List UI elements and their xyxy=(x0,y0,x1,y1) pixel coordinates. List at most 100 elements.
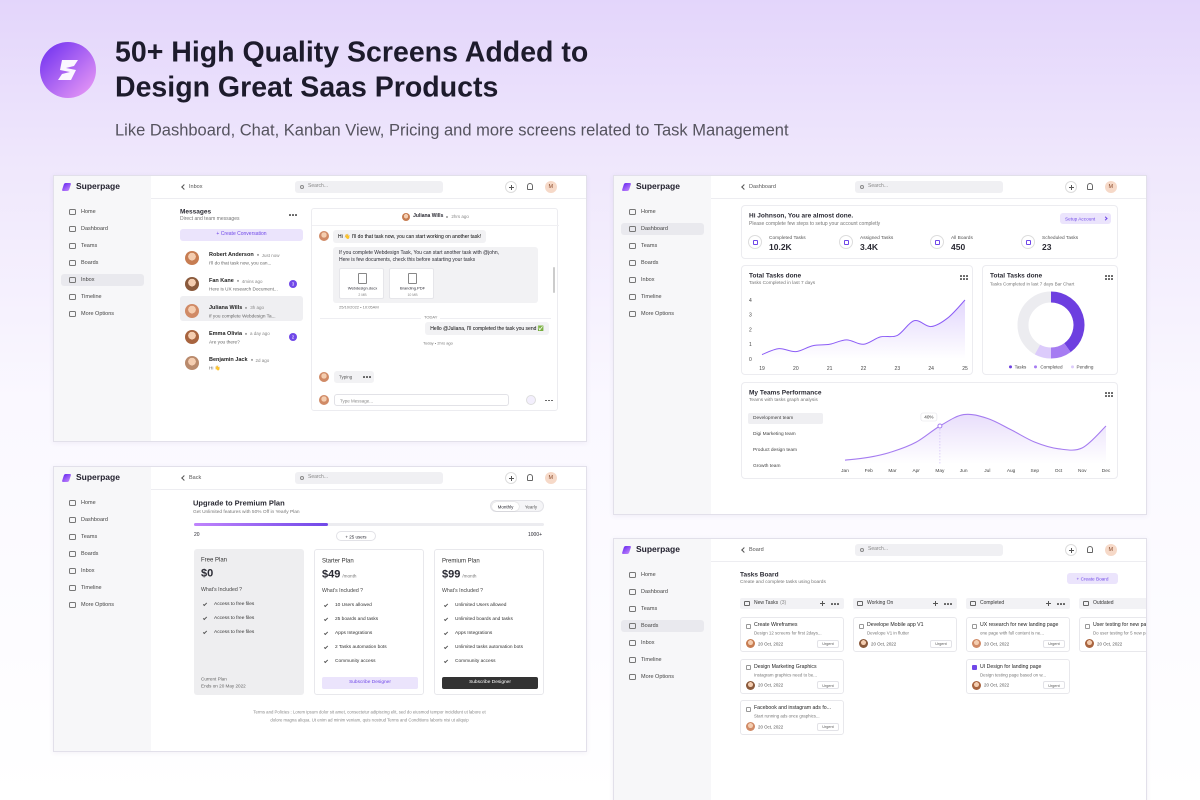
donut-legend: Tasks Completed Pending xyxy=(983,364,1119,369)
plan-period: /month xyxy=(342,573,357,579)
brand-name: Superpage xyxy=(636,544,680,555)
typing-label: Typing xyxy=(339,374,353,380)
team-name: Product design team xyxy=(753,447,797,453)
create-conversation-label: + Create Conversation xyxy=(216,231,267,238)
stat-icon xyxy=(839,235,853,249)
avatar xyxy=(185,303,199,318)
conversation-preview: Hi 👋 xyxy=(209,365,221,371)
conversation-time: 3h ago xyxy=(250,305,265,310)
legend-label: Completed xyxy=(1040,364,1063,370)
plan-name: Starter Plan xyxy=(322,558,354,565)
task-date: 20 Oct, 2022 xyxy=(1097,640,1123,646)
nav-icon xyxy=(629,243,636,249)
more-dot xyxy=(548,399,550,402)
data-point xyxy=(937,423,943,429)
nav-icon xyxy=(69,585,76,591)
nav-item: More Options xyxy=(81,601,115,608)
plus-icon xyxy=(822,601,823,606)
plan-feature: Unlimited tasks automation bots xyxy=(455,645,523,651)
x-tick-label: Nov xyxy=(1078,468,1087,474)
conversation-name: Emma Olivia xyxy=(209,330,243,337)
included-title: What's Included ? xyxy=(322,588,364,595)
nav-item: More Options xyxy=(641,673,675,680)
nav-icon xyxy=(69,602,76,608)
y-tick-label: 0 xyxy=(749,357,752,363)
plan-price-value: $99 xyxy=(442,568,461,581)
subscribe-button: Subscribe Designer xyxy=(322,677,418,689)
avatar xyxy=(319,372,329,382)
hero-title: Design Great Saas Products xyxy=(115,71,499,104)
slider-value: + 25 users xyxy=(336,531,376,541)
setup-button: Setup Account xyxy=(1060,213,1111,224)
nav-item: Home xyxy=(641,571,656,578)
task-card: Facebook and instagram ads fo... Start ru… xyxy=(740,700,844,735)
task-checkbox xyxy=(1085,623,1090,629)
nav-item: Inbox xyxy=(641,639,655,646)
nav-icon xyxy=(629,589,636,595)
task-tag: Urgent xyxy=(1043,681,1065,689)
stat-value: 450 xyxy=(951,242,966,253)
file-card: Webdesign.docx 2 MB xyxy=(339,268,384,299)
legend-swatch xyxy=(1034,365,1038,369)
nav-item: Inbox xyxy=(81,276,95,283)
more-dot xyxy=(369,376,371,378)
card: Hi Johnson, You are almost done. Please c… xyxy=(741,205,1118,259)
nav-icon xyxy=(629,623,636,629)
conversation-selected xyxy=(180,295,303,321)
nav-item: Home xyxy=(81,499,96,506)
legend-swatch xyxy=(1070,365,1074,369)
task-date: 20 Oct, 2022 xyxy=(758,723,784,729)
search-placeholder: Search... xyxy=(868,546,889,553)
nav-icon xyxy=(69,209,76,215)
nav-item: Inbox xyxy=(641,276,655,283)
x-tick-label: 19 xyxy=(759,366,765,372)
value-label-box xyxy=(920,412,938,422)
separator-dot xyxy=(256,254,259,256)
subscribe-label: Subscribe Designer xyxy=(349,680,391,686)
file-card: Branding.PDF 10 MB xyxy=(389,268,434,299)
add-button xyxy=(1065,544,1077,556)
create-board: + Create Board xyxy=(1067,573,1118,584)
check-icon xyxy=(323,658,329,663)
x-tick-label: Apr xyxy=(912,468,920,474)
avatar xyxy=(185,251,199,265)
x-tick-label: May xyxy=(935,468,945,474)
file-name: Webdesign.docx xyxy=(347,285,378,291)
nav-icon xyxy=(629,606,636,612)
plan-feature: Access to free files xyxy=(214,630,255,636)
avatar xyxy=(185,277,199,292)
task-title: UI Design for landing page xyxy=(980,663,1042,670)
plan-name: Premium Plan xyxy=(442,558,480,565)
x-tick-label: Aug xyxy=(1007,468,1016,474)
performance-chart: Jan Feb Mar Apr May Jun Jul Aug Sep Oct Nov Dec 40% xyxy=(841,412,1111,474)
task-title: Design Marketing Graphics xyxy=(754,663,817,670)
conversation-time: 4mins ago xyxy=(241,278,263,284)
task-checkbox xyxy=(746,706,751,712)
message-placeholder: Type Message... xyxy=(340,397,374,403)
check-icon xyxy=(323,616,329,621)
search-icon xyxy=(300,476,304,480)
conversation-header: Robert Anderson Just now xyxy=(209,252,279,258)
welcome-subtitle: Please complete few steps to setup your … xyxy=(749,221,881,228)
plan-feature: 10 Users allowed xyxy=(335,603,372,609)
task-title: UX research for new landing page xyxy=(980,622,1059,629)
conversation-preview: Here is UX research Document... xyxy=(209,286,278,292)
nav-item: Dashboard xyxy=(81,225,108,232)
task-desc: Instagram graphics need to be... xyxy=(754,671,817,677)
column-title: Working On xyxy=(867,600,893,607)
column-icon xyxy=(857,601,863,606)
avatar xyxy=(746,639,755,648)
chat-text: If you complete Webdesign Task, You can … xyxy=(339,250,499,257)
breadcrumb: Dashboard xyxy=(749,183,776,190)
search-icon xyxy=(300,185,304,189)
task-title: Develope Mobile app V1 xyxy=(867,622,924,629)
chat-panel: Juliana Wills 2hrs ago Hi 👋 I'll do that t… xyxy=(311,208,559,411)
stat-icon-glyph xyxy=(1025,239,1031,245)
card: My Teams Performance Teams with tasks gra… xyxy=(741,382,1118,479)
check-icon xyxy=(443,630,449,635)
conversation-name: Juliana Wills xyxy=(209,304,243,311)
setup-chevron xyxy=(1103,216,1108,221)
included-title: What's Included ? xyxy=(442,588,484,595)
back-chevron xyxy=(741,547,747,553)
task-tag-label: Urgent xyxy=(1048,683,1060,688)
